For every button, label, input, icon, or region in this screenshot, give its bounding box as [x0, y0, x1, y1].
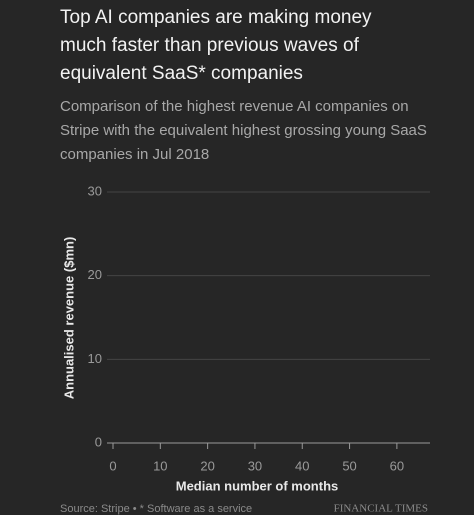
x-axis-label: Median number of months — [176, 478, 339, 493]
source: Source: Stripe • * Software as a service — [60, 503, 252, 515]
x-tick-label: 10 — [153, 458, 167, 473]
x-tick-label: 50 — [342, 458, 356, 473]
x-tick-label: 20 — [200, 458, 214, 473]
x-tick-label: 0 — [109, 458, 116, 473]
chart-subtitle: Comparison of the highest revenue AI com… — [60, 98, 427, 163]
y-axis-label: Annualised revenue ($mn) — [61, 237, 76, 400]
y-tick-label: 10 — [88, 351, 102, 366]
chart-title: Top AI companies are making money much f… — [60, 7, 372, 84]
y-tick-label: 0 — [95, 434, 102, 449]
brand: FINANCIAL TIMES — [334, 503, 428, 515]
x-tick-label: 30 — [248, 458, 262, 473]
x-tick-label: 40 — [295, 458, 309, 473]
x-tick-label: 60 — [390, 458, 404, 473]
y-tick-label: 30 — [88, 183, 102, 198]
y-tick-label: 20 — [88, 267, 102, 282]
